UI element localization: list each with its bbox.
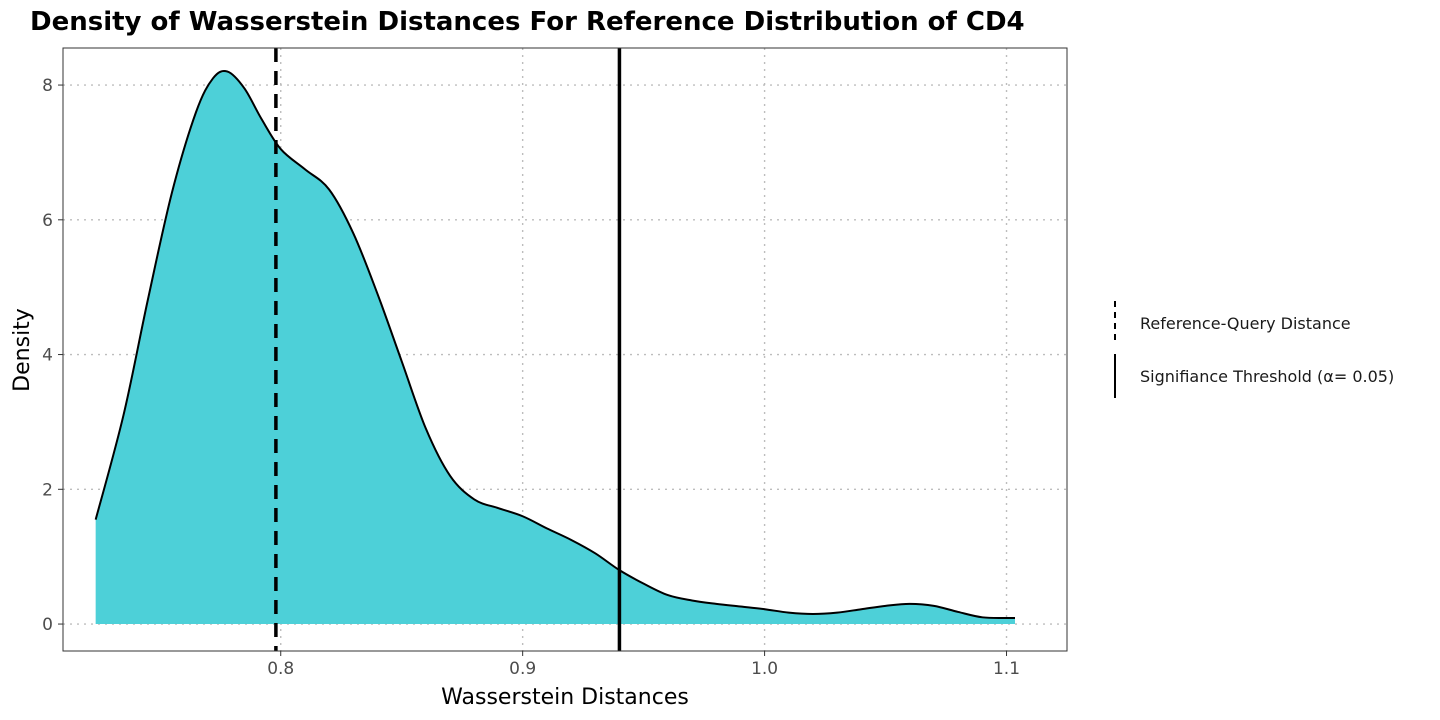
y-tick-label: 6 (42, 211, 53, 231)
y-tick-label: 4 (42, 346, 53, 366)
x-tick-label: 1.1 (993, 659, 1020, 679)
y-axis-ticks: 0 2 4 6 8 (42, 76, 63, 635)
x-axis-ticks: 0.8 0.9 1.0 1.1 (267, 651, 1020, 679)
x-tick-label: 1.0 (751, 659, 778, 679)
legend-label: Reference-Query Distance (1140, 314, 1351, 333)
y-tick-label: 8 (42, 76, 53, 96)
y-tick-label: 0 (42, 615, 53, 635)
reference-lines (274, 48, 622, 651)
y-tick-label: 2 (42, 480, 53, 500)
legend: Reference-Query Distance Signifiance Thre… (1114, 301, 1394, 398)
y-axis-title: Density (10, 308, 35, 392)
plot-panel-border (62, 47, 1068, 652)
x-tick-label: 0.9 (509, 659, 536, 679)
legend-label: Signifiance Threshold (α= 0.05) (1140, 367, 1394, 386)
x-axis-title: Wasserstein Distances (441, 685, 689, 710)
x-tick-label: 0.8 (267, 659, 294, 679)
density-curve (94, 69, 1015, 620)
density-area (95, 70, 1015, 625)
chart-title: Density of Wasserstein Distances For Ref… (30, 7, 1025, 37)
